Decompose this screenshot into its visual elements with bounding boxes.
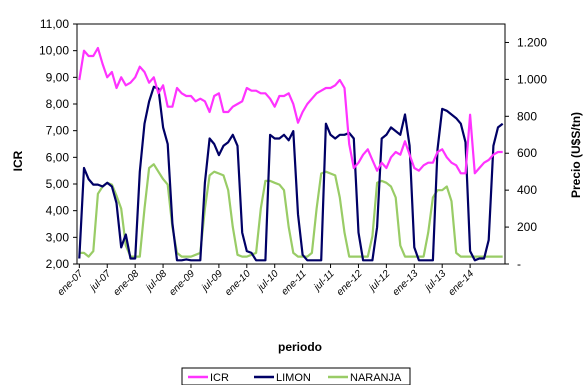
left-tick-label: 6,00	[46, 150, 70, 164]
legend-box	[181, 367, 411, 385]
left-y-axis: 2,00 3,00 4,00 5,00 6,00 7,00 8,00 9,00 10,00 11,…	[39, 17, 77, 271]
series-line-naranja	[79, 163, 503, 258]
right-axis-title: Precio (U$S/tn)	[569, 112, 583, 198]
right-tick-label: 1.000	[517, 72, 547, 86]
x-tick-label: jul-07	[87, 268, 114, 295]
x-tick-label: jul-10	[254, 268, 281, 295]
left-tick-label: 2,00	[46, 257, 70, 271]
x-tick-label: jul-13	[422, 268, 449, 295]
series-lines	[78, 46, 504, 262]
legend-label-icr: ICR	[210, 372, 229, 384]
plot-area	[76, 23, 506, 265]
plot-border	[76, 23, 506, 265]
x-tick-label: jul-08	[143, 268, 170, 295]
left-tick-label: 7,00	[46, 124, 70, 138]
right-tick-label: 800	[517, 109, 537, 123]
left-tick-label: 4,00	[46, 204, 70, 218]
right-tick-label: 600	[517, 146, 537, 160]
x-tick-label: jul-12	[366, 268, 393, 295]
x-axis-title: periodo	[278, 340, 322, 354]
left-tick-label: 8,00	[46, 97, 70, 111]
right-tick-label: -	[517, 257, 521, 271]
legend: ICR LIMON NARANJA	[181, 367, 411, 385]
legend-label-limon: LIMON	[276, 372, 311, 384]
x-tick-label: ene-12	[335, 268, 365, 298]
right-tick-label: 400	[517, 183, 537, 197]
x-tick-label: jul-09	[199, 268, 226, 295]
right-y-axis: - 200 400 600 800 1.000 1.200	[505, 35, 547, 271]
x-tick-label: ene-10	[223, 268, 253, 298]
right-tick-label: 1.200	[517, 35, 547, 49]
x-tick-label: ene-08	[111, 268, 141, 298]
left-tick-label: 5,00	[46, 177, 70, 191]
left-tick-label: 11,00	[40, 17, 69, 31]
series-line-limon	[78, 85, 504, 262]
x-tick-label: ene-11	[279, 268, 308, 297]
x-tick-label: ene-07	[56, 268, 86, 298]
x-tick-label: ene-14	[446, 268, 476, 298]
x-tick-label: ene-13	[391, 268, 421, 298]
left-tick-label: 10,00	[39, 44, 69, 58]
x-tick-label: ene-09	[167, 268, 197, 298]
right-tick-label: 200	[517, 220, 537, 234]
left-tick-label: 9,00	[46, 70, 70, 84]
x-tick-label: jul-11	[311, 268, 337, 294]
left-tick-label: 3,00	[46, 230, 70, 244]
legend-label-naranja: NARANJA	[350, 372, 402, 384]
series-line-icr	[78, 46, 503, 175]
left-axis-title: ICR	[11, 150, 25, 171]
